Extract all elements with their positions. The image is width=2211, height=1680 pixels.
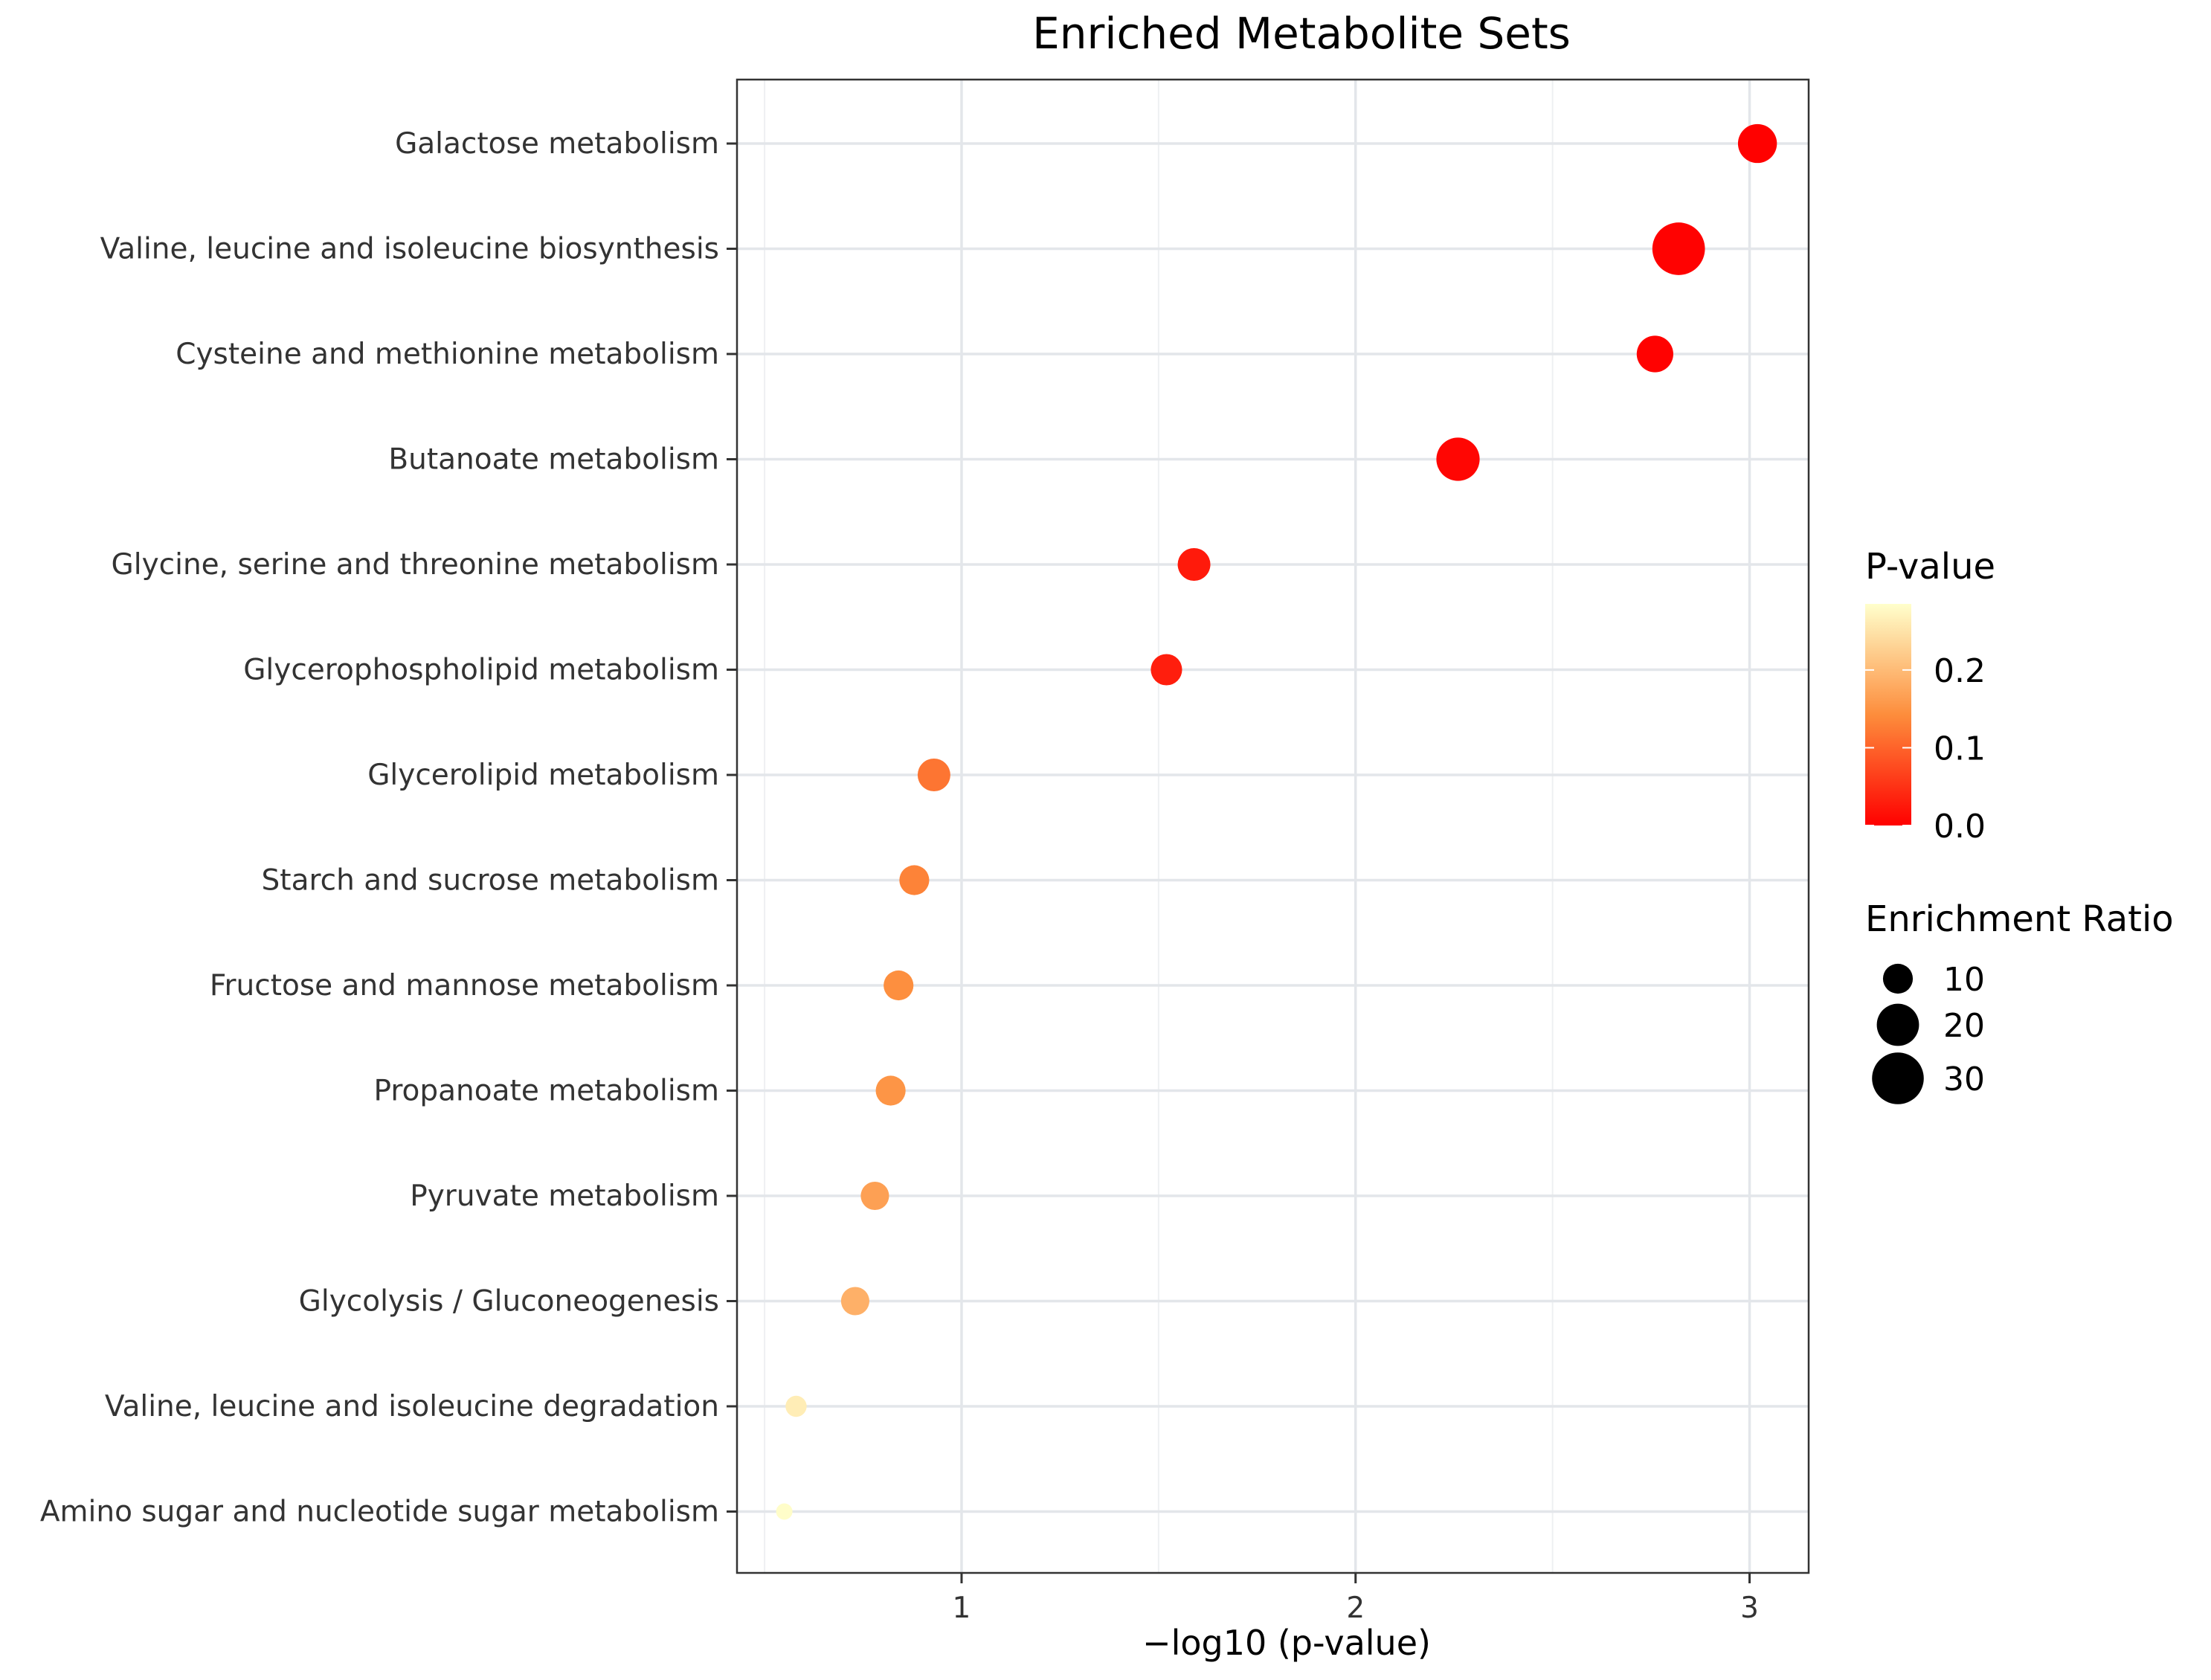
data-point <box>1177 548 1211 581</box>
data-point <box>899 865 930 895</box>
data-point <box>875 1075 906 1106</box>
size-legend-dot <box>1882 963 1914 994</box>
legend: P-value Enrichment Ratio 0.2 0.1 0.0 10 20 30 <box>1865 546 2174 1104</box>
y-tick-label: Fructose and mannose metabolism <box>210 969 719 1002</box>
data-point <box>776 1503 793 1520</box>
data-point <box>917 759 950 791</box>
y-tick-label: Valine, leucine and isoleucine biosynthe… <box>100 233 719 266</box>
y-tick-label: Pyruvate metabolism <box>410 1179 719 1213</box>
y-tick-label: Cysteine and methionine metabolism <box>176 338 719 371</box>
chart-title: Enriched Metabolite Sets <box>1032 8 1571 59</box>
y-tick-label: Amino sugar and nucleotide sugar metabol… <box>40 1496 719 1529</box>
data-point <box>1636 335 1673 373</box>
size-legend-label: 30 <box>1943 1061 1985 1098</box>
panel-background <box>737 80 1809 1573</box>
size-legend-label: 20 <box>1943 1007 1985 1045</box>
data-point <box>1436 437 1480 481</box>
y-tick-label: Valine, leucine and isoleucine degradati… <box>105 1390 719 1423</box>
colorbar-tick-label: 0.2 <box>1934 652 1986 690</box>
y-tick-label: Propanoate metabolism <box>374 1075 719 1108</box>
y-tick-label: Starch and sucrose metabolism <box>262 864 719 898</box>
data-point <box>860 1181 889 1211</box>
x-tick-label: 1 <box>953 1592 971 1625</box>
y-tick-label: Galactose metabolism <box>395 127 719 161</box>
size-legend-label: 10 <box>1943 961 1985 999</box>
colorbar-tick-label: 0.1 <box>1934 730 1986 767</box>
y-tick-label: Butanoate metabolism <box>388 443 719 477</box>
data-point <box>785 1395 807 1417</box>
colorbar-tick-label: 0.0 <box>1934 808 1986 846</box>
y-tick-label: Glycerophospholipid metabolism <box>243 654 719 687</box>
data-point <box>1150 654 1182 686</box>
x-tick-label: 3 <box>1740 1592 1759 1625</box>
size-legend-dot <box>1872 1052 1924 1104</box>
p-value-colorbar <box>1865 604 1911 825</box>
data-point <box>1652 222 1705 275</box>
plot-area: Galactose metabolism Valine, leucine and … <box>40 78 1810 1625</box>
size-legend-title: Enrichment Ratio <box>1865 898 2174 940</box>
x-axis-title: −log10 (p-value) <box>1142 1623 1431 1663</box>
y-tick-label: Glycine, serine and threonine metabolism <box>112 548 719 582</box>
panel-border <box>736 78 1810 1574</box>
x-tick-label: 2 <box>1346 1592 1365 1625</box>
data-point <box>840 1287 869 1316</box>
data-point <box>884 970 914 1001</box>
y-tick-label: Glycerolipid metabolism <box>367 759 719 792</box>
color-legend-title: P-value <box>1865 546 1995 588</box>
y-tick-label: Glycolysis / Gluconeogenesis <box>299 1285 719 1319</box>
size-legend-dot <box>1876 1003 1919 1046</box>
data-point <box>1737 123 1777 164</box>
